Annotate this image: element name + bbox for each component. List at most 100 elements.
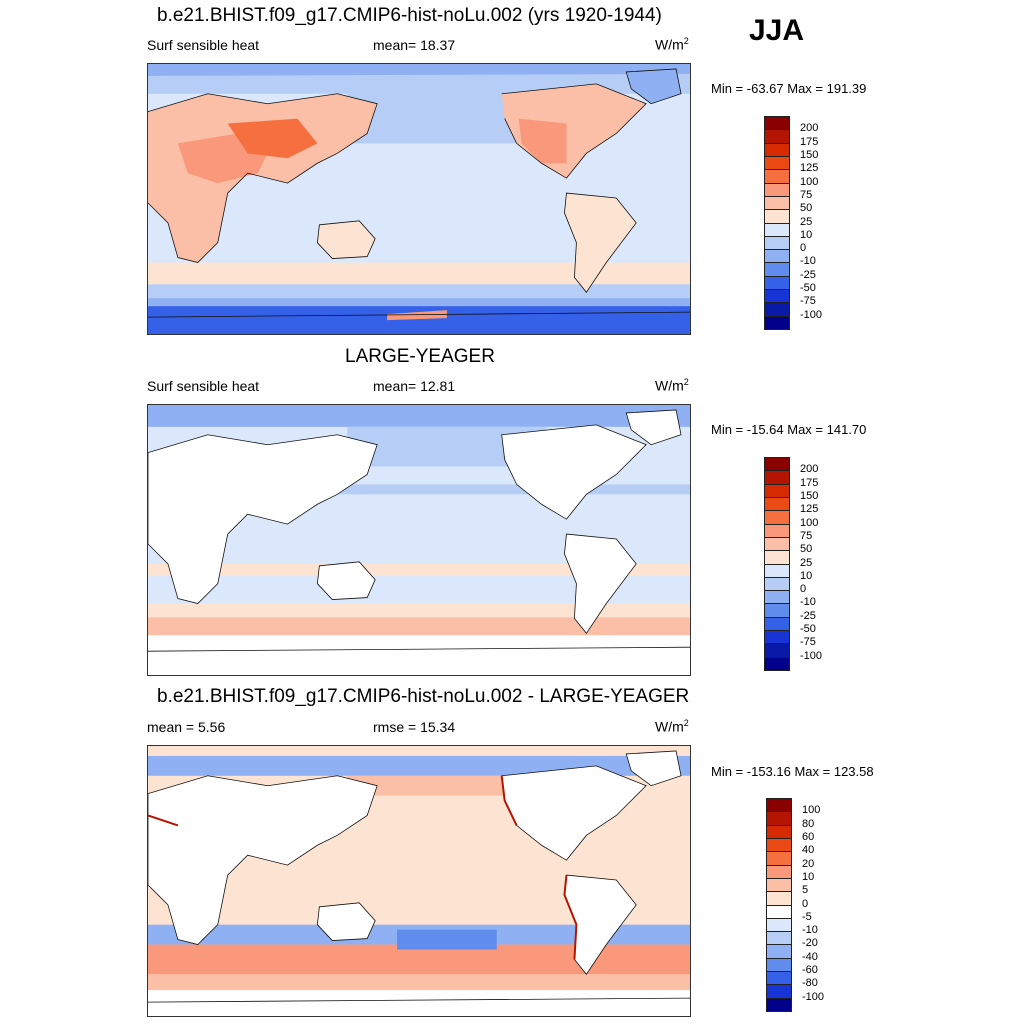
colorbar-swatch bbox=[764, 510, 790, 525]
colorbar-swatch bbox=[766, 824, 792, 839]
panel-3-colorbar: 100 80 60 40 20 10 5 0 -5 -10 -20 -40 -60 -80 -100 bbox=[766, 798, 846, 1012]
panel-2-colorbar: 200 175 150 125 100 75 50 25 10 0 -10 -25 -50 -75 -100 bbox=[764, 457, 844, 671]
colorbar-swatch bbox=[764, 169, 790, 184]
colorbar-tick-label: -75 bbox=[800, 295, 816, 308]
colorbar-tick-label: 10 bbox=[800, 569, 813, 582]
panel-1-title: b.e21.BHIST.f09_g17.CMIP6-hist-noLu.002 … bbox=[157, 5, 662, 26]
panel-1-map-svg bbox=[148, 64, 690, 334]
colorbar-tick-label: 40 bbox=[802, 844, 815, 857]
panel-2-units: W/m2 bbox=[655, 377, 689, 394]
colorbar-tick-label: 100 bbox=[802, 804, 821, 817]
colorbar-tick-label: 50 bbox=[800, 202, 813, 215]
colorbar-tick-label: 60 bbox=[802, 830, 815, 843]
colorbar-tick-label: -100 bbox=[802, 990, 825, 1003]
colorbar-tick-label: 5 bbox=[802, 884, 809, 897]
colorbar-tick-label: -25 bbox=[800, 268, 816, 281]
colorbar-tick-label: -10 bbox=[802, 924, 818, 937]
panel-3-map-svg bbox=[148, 746, 690, 1016]
colorbar-swatch bbox=[764, 457, 790, 471]
panel-3-minmax: Min = -153.16 Max = 123.58 bbox=[711, 764, 874, 779]
colorbar-swatch bbox=[764, 630, 790, 644]
colorbar-swatch bbox=[764, 155, 790, 170]
colorbar-swatch bbox=[764, 142, 790, 157]
colorbar-tick-label: -80 bbox=[802, 977, 818, 990]
colorbar-tick-label: 75 bbox=[800, 188, 813, 201]
colorbar-tick-label: -60 bbox=[802, 964, 818, 977]
colorbar-swatch bbox=[764, 235, 790, 250]
colorbar-swatch bbox=[764, 222, 790, 237]
colorbar-tick-label: -10 bbox=[800, 255, 816, 268]
colorbar-swatch bbox=[764, 182, 790, 197]
colorbar-tick-label: -5 bbox=[802, 910, 812, 923]
colorbar-tick-label: 10 bbox=[802, 870, 815, 883]
colorbar-swatch bbox=[766, 904, 792, 919]
colorbar-tick-label: 0 bbox=[800, 583, 807, 596]
colorbar-swatch bbox=[764, 536, 790, 551]
panel-1-colorbar: 200 175 150 125 100 75 50 25 10 0 -10 -25 -50 -75 -100 bbox=[764, 116, 844, 330]
colorbar-swatch bbox=[766, 851, 792, 866]
colorbar-tick-label: 175 bbox=[800, 476, 819, 489]
colorbar-swatch bbox=[764, 576, 790, 591]
colorbar-swatch bbox=[764, 302, 790, 317]
colorbar-tick-label: 75 bbox=[800, 529, 813, 542]
panel-1-mean-label: mean= 18.37 bbox=[373, 37, 456, 53]
colorbar-swatch bbox=[764, 129, 790, 144]
colorbar-tick-label: 150 bbox=[800, 148, 819, 161]
panel-3-units: W/m2 bbox=[655, 718, 689, 735]
colorbar-swatch bbox=[764, 289, 790, 303]
colorbar-tick-label: 80 bbox=[802, 817, 815, 830]
colorbar-swatch bbox=[764, 643, 790, 658]
colorbar-swatch bbox=[764, 656, 790, 671]
colorbar-tick-label: -100 bbox=[800, 308, 823, 321]
season-label: JJA bbox=[749, 14, 805, 47]
panel-2-mean-label: mean= 12.81 bbox=[373, 378, 456, 394]
colorbar-tick-label: -100 bbox=[800, 649, 823, 662]
colorbar-swatch bbox=[764, 195, 790, 210]
colorbar-swatch bbox=[764, 483, 790, 498]
colorbar-swatch bbox=[766, 971, 792, 985]
colorbar-swatch bbox=[764, 262, 790, 277]
colorbar-swatch bbox=[764, 496, 790, 511]
colorbar-tick-label: -20 bbox=[802, 937, 818, 950]
panel-3-mean-label: mean = 5.56 bbox=[147, 719, 226, 735]
colorbar-tick-label: 100 bbox=[800, 516, 819, 529]
colorbar-swatch bbox=[764, 275, 790, 290]
colorbar-swatch bbox=[764, 209, 790, 223]
colorbar-tick-label: 200 bbox=[800, 122, 819, 135]
colorbar-swatch bbox=[764, 523, 790, 538]
colorbar-swatch bbox=[766, 957, 792, 972]
colorbar-swatch bbox=[766, 811, 792, 826]
colorbar-tick-label: -25 bbox=[800, 609, 816, 622]
colorbar-swatch bbox=[764, 616, 790, 631]
colorbar-tick-label: 125 bbox=[800, 503, 819, 516]
colorbar-tick-label: -50 bbox=[800, 282, 816, 295]
colorbar-tick-label: 175 bbox=[800, 135, 819, 148]
colorbar-swatch bbox=[764, 550, 790, 564]
panel-2-variable-label: Surf sensible heat bbox=[147, 378, 260, 394]
colorbar-tick-label: 150 bbox=[800, 489, 819, 502]
panel-1-minmax: Min = -63.67 Max = 191.39 bbox=[711, 81, 867, 96]
panel-2-map bbox=[147, 404, 691, 676]
colorbar-swatch bbox=[764, 563, 790, 578]
colorbar-swatch bbox=[766, 864, 792, 879]
colorbar-tick-label: 20 bbox=[802, 857, 815, 870]
colorbar-swatch bbox=[764, 590, 790, 604]
colorbar-swatch bbox=[766, 798, 792, 812]
colorbar-swatch bbox=[764, 603, 790, 618]
colorbar-swatch bbox=[764, 470, 790, 485]
colorbar-swatch bbox=[764, 249, 790, 263]
colorbar-tick-label: 125 bbox=[800, 162, 819, 175]
colorbar-swatch bbox=[766, 891, 792, 905]
panel-3-rmse-label: rmse = 15.34 bbox=[373, 719, 456, 735]
colorbar-swatch bbox=[766, 931, 792, 945]
colorbar-tick-label: 0 bbox=[800, 242, 807, 255]
panel-1-units: W/m2 bbox=[655, 36, 689, 53]
colorbar-tick-label: -50 bbox=[800, 623, 816, 636]
colorbar-swatch bbox=[766, 984, 792, 999]
colorbar-swatch bbox=[766, 877, 792, 892]
colorbar-tick-label: 25 bbox=[800, 215, 813, 228]
colorbar-tick-label: 200 bbox=[800, 463, 819, 476]
colorbar-swatch bbox=[766, 837, 792, 852]
colorbar-tick-label: 100 bbox=[800, 175, 819, 188]
panel-2-map-svg bbox=[148, 405, 690, 675]
